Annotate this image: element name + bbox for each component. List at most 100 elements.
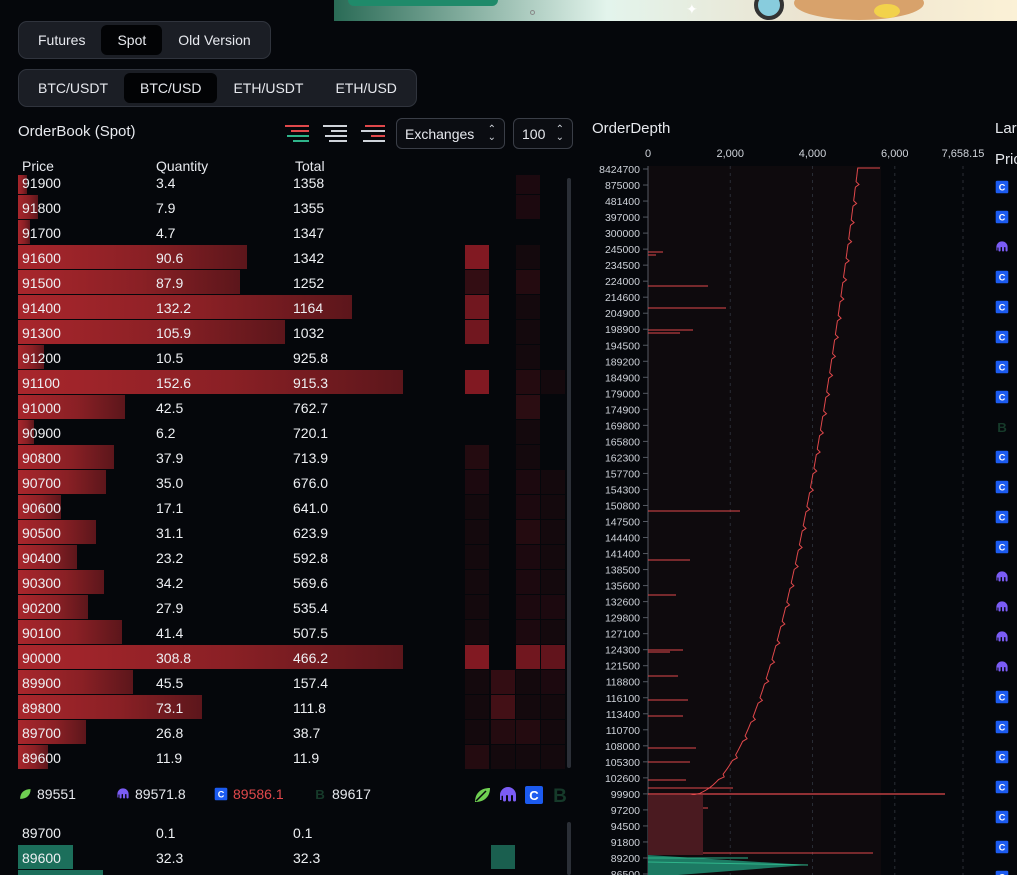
svg-text:C: C: [999, 873, 1006, 875]
exchange-heat-cell: [516, 295, 540, 319]
ask-total: 641.0: [293, 500, 329, 516]
view-both-icon[interactable]: [283, 124, 309, 142]
tab-spot[interactable]: Spot: [101, 25, 163, 55]
ask-row[interactable]: 89700 26.8 38.7: [18, 720, 566, 745]
ask-row[interactable]: 91300 105.9 1032: [18, 320, 566, 345]
ask-quantity: 10.5: [156, 350, 184, 366]
bid-rows: 89700 0.1 0.1 89600 32.3 32.3: [18, 820, 566, 875]
ask-quantity: 73.1: [156, 700, 184, 716]
depth-y-tick: 135600: [605, 581, 640, 593]
ask-row[interactable]: 90300 34.2 569.6: [18, 570, 566, 595]
ask-row[interactable]: 91400 132.2 1164: [18, 295, 566, 320]
depth-y-tick: 116100: [606, 693, 640, 705]
ask-quantity: 308.8: [156, 650, 192, 666]
svg-text:C: C: [999, 693, 1006, 703]
ask-row[interactable]: 90200 27.9 535.4: [18, 595, 566, 620]
depth-y-tick: 154300: [605, 484, 640, 496]
bitstamp-icon[interactable]: B: [550, 785, 570, 807]
svg-text:C: C: [999, 303, 1006, 313]
exchange-heat-cell: [491, 695, 515, 719]
ask-depth-bar: [18, 470, 107, 494]
ask-row[interactable]: 90500 31.1 623.9: [18, 520, 566, 545]
ask-row[interactable]: 91600 90.6 1342: [18, 245, 566, 270]
ask-row[interactable]: 90700 35.0 676.0: [18, 470, 566, 495]
kraken-icon[interactable]: [498, 785, 518, 805]
exchange-heat-cell: [516, 620, 540, 644]
pair-tab-eth-usdt[interactable]: ETH/USDT: [233, 80, 304, 96]
ask-row[interactable]: 90800 37.9 713.9: [18, 445, 566, 470]
exchanges-select[interactable]: Exchanges ⌃ ⌄: [396, 118, 505, 149]
exchange-heat-cell: [465, 670, 489, 694]
depth-y-tick: 89200: [611, 853, 640, 865]
depth-y-tick: 169800: [605, 420, 640, 432]
depth-y-tick: 132600: [605, 597, 640, 609]
ask-row[interactable]: 89800 73.1 111.8: [18, 695, 566, 720]
bid-scrollbar[interactable]: [567, 822, 571, 875]
bitfinex-leaf-icon[interactable]: [472, 785, 492, 805]
ask-row[interactable]: 91800 7.9 1355: [18, 195, 566, 220]
svg-text:C: C: [529, 788, 539, 803]
exchange-heat-cell: [465, 270, 489, 294]
ask-row[interactable]: 91900 3.4 1358: [18, 175, 566, 195]
ask-quantity: 105.9: [156, 325, 192, 341]
ask-depth-bar: [18, 745, 49, 769]
depth-select[interactable]: 100 ⌃ ⌄: [513, 118, 573, 149]
ask-row[interactable]: 90600 17.1 641.0: [18, 495, 566, 520]
ask-price: 91200: [22, 350, 61, 366]
coinbase-icon[interactable]: C: [524, 785, 544, 805]
depth-y-tick: 179000: [605, 388, 640, 400]
pair-tab-eth-usd[interactable]: ETH/USD: [335, 80, 397, 96]
ask-row[interactable]: 91000 42.5 762.7: [18, 395, 566, 420]
promo-banner[interactable]: ✦: [334, 0, 1017, 21]
tab-futures[interactable]: Futures: [38, 32, 86, 48]
view-asks-icon[interactable]: [321, 124, 347, 142]
depth-y-tick: 129800: [605, 613, 640, 625]
ask-row[interactable]: 90400 23.2 592.8: [18, 545, 566, 570]
exchange-heat-cell: [516, 745, 540, 769]
ask-price: 89800: [22, 700, 61, 716]
depth-y-tick: 165800: [605, 436, 640, 448]
ask-row[interactable]: 90000 308.8 466.2: [18, 645, 566, 670]
market-type-tabs: Futures Spot Old Version: [18, 21, 271, 59]
depth-y-tick: 174900: [605, 404, 640, 416]
exchange-heat-cell: [516, 570, 540, 594]
ask-depth-bar: [18, 320, 286, 344]
ask-row[interactable]: 90900 6.2 720.1: [18, 420, 566, 445]
exchange-heat-cell: [465, 545, 489, 569]
depth-x-tick: 0: [645, 148, 651, 160]
depth-y-tick: 144400: [605, 533, 640, 545]
depth-y-tick: 121500: [605, 661, 640, 673]
svg-text:C: C: [999, 753, 1006, 763]
ask-quantity: 41.4: [156, 625, 184, 641]
ask-price: 90700: [22, 475, 61, 491]
ask-price: 91400: [22, 300, 61, 316]
ask-price: 91100: [22, 375, 60, 391]
sparkle-icon: ✦: [686, 1, 698, 17]
pair-tab-btc-usdt[interactable]: BTC/USDT: [38, 80, 108, 96]
ask-price: 91300: [22, 325, 61, 341]
bid-row[interactable]: 89700 0.1 0.1: [18, 820, 566, 845]
mid-price-bitstamp: B 89617: [313, 786, 371, 802]
ask-row[interactable]: 90100 41.4 507.5: [18, 620, 566, 645]
coinbase-icon: C: [995, 510, 1009, 524]
svg-text:C: C: [218, 790, 225, 800]
ask-scrollbar[interactable]: [567, 178, 571, 768]
depth-y-tick: 99900: [611, 789, 640, 801]
pair-tab-btc-usd[interactable]: BTC/USD: [124, 73, 218, 103]
ask-row[interactable]: 89600 11.9 11.9: [18, 745, 566, 770]
ask-depth-bar: [18, 220, 30, 244]
exchange-heat-cell: [465, 470, 489, 494]
ask-row[interactable]: 89900 45.5 157.4: [18, 670, 566, 695]
bid-row[interactable]: 89600 32.3 32.3: [18, 845, 566, 870]
exchange-heat-cell: [516, 545, 540, 569]
ask-row[interactable]: 91500 87.9 1252: [18, 270, 566, 295]
ask-total: 11.9: [293, 750, 320, 766]
tab-old-version[interactable]: Old Version: [178, 32, 251, 48]
ask-row[interactable]: 91200 10.5 925.8: [18, 345, 566, 370]
ask-total: 915.3: [293, 375, 329, 391]
view-bids-icon[interactable]: [359, 124, 385, 142]
kraken-icon: [116, 787, 130, 801]
ask-row[interactable]: 91100 152.6 915.3: [18, 370, 566, 395]
bid-quantity: 32.3: [156, 850, 184, 866]
ask-row[interactable]: 91700 4.7 1347: [18, 220, 566, 245]
